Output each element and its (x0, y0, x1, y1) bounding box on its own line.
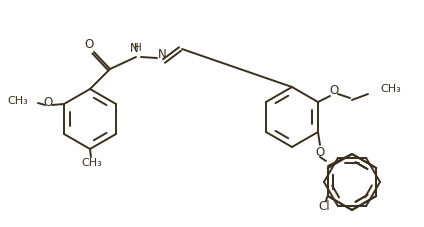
Text: O: O (84, 37, 94, 50)
Text: N: N (130, 42, 138, 55)
Text: CH₃: CH₃ (380, 84, 401, 94)
Text: O: O (315, 146, 325, 158)
Text: O: O (329, 84, 339, 98)
Text: CH₃: CH₃ (82, 158, 102, 168)
Text: O: O (43, 96, 53, 109)
Text: N: N (158, 49, 166, 62)
Text: H: H (134, 43, 142, 53)
Text: CH₃: CH₃ (7, 96, 28, 106)
Text: Cl: Cl (318, 200, 329, 212)
